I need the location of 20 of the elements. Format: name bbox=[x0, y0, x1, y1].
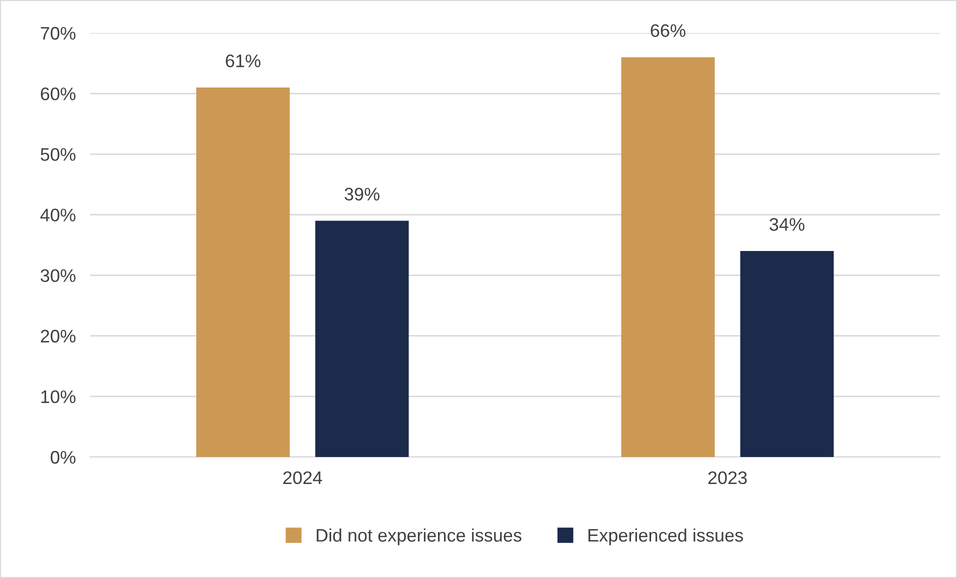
y-tick-label: 50% bbox=[40, 148, 76, 161]
data-label: 34% bbox=[770, 218, 804, 231]
legend-label: Experienced issues bbox=[588, 528, 743, 546]
data-label: 66% bbox=[650, 24, 686, 37]
y-tick-label: 60% bbox=[40, 88, 76, 100]
y-tick-label: 0% bbox=[50, 450, 76, 464]
y-tick-label: 40% bbox=[40, 208, 76, 222]
bar bbox=[315, 220, 409, 457]
y-tick-label: 30% bbox=[40, 269, 76, 282]
bar bbox=[740, 251, 834, 457]
y-tick-label: 20% bbox=[40, 330, 76, 343]
y-tick-label: 70% bbox=[40, 26, 76, 40]
data-label: 61% bbox=[226, 54, 260, 68]
legend-label: Did not experience issues bbox=[316, 528, 522, 546]
x-tick-label: 2023 bbox=[708, 471, 747, 484]
bar bbox=[196, 88, 290, 457]
bar bbox=[621, 57, 715, 457]
data-label: 39% bbox=[344, 188, 380, 201]
y-tick-label: 10% bbox=[41, 390, 76, 404]
x-tick-label: 2024 bbox=[283, 471, 322, 484]
